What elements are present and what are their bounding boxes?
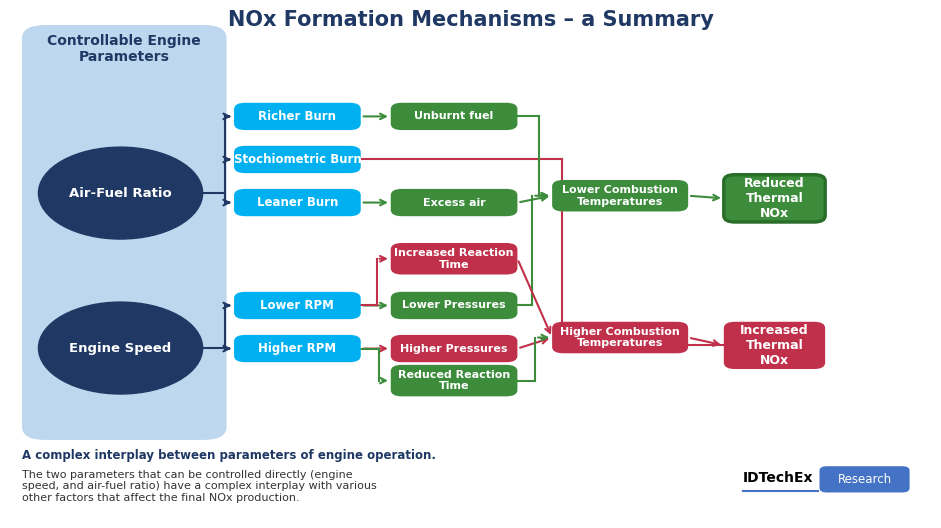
Text: Higher RPM: Higher RPM xyxy=(259,342,337,355)
Text: Higher Pressures: Higher Pressures xyxy=(400,344,508,354)
Text: Air-Fuel Ratio: Air-Fuel Ratio xyxy=(70,186,172,200)
Text: Unburnt fuel: Unburnt fuel xyxy=(414,111,494,121)
Text: Richer Burn: Richer Burn xyxy=(259,110,336,123)
FancyBboxPatch shape xyxy=(820,466,910,493)
Text: Engine Speed: Engine Speed xyxy=(70,342,171,354)
Text: IDTechEx: IDTechEx xyxy=(742,472,813,485)
Text: Reduced Reaction
Time: Reduced Reaction Time xyxy=(398,370,510,391)
Text: A complex interplay between parameters of engine operation.: A complex interplay between parameters o… xyxy=(22,449,436,462)
FancyBboxPatch shape xyxy=(234,335,360,362)
Text: Lower Combustion
Temperatures: Lower Combustion Temperatures xyxy=(562,185,678,206)
FancyBboxPatch shape xyxy=(22,25,227,440)
FancyBboxPatch shape xyxy=(391,243,518,275)
Text: Increased Reaction
Time: Increased Reaction Time xyxy=(394,248,514,270)
Ellipse shape xyxy=(39,302,202,394)
FancyBboxPatch shape xyxy=(234,292,360,319)
Text: Stochiometric Burn: Stochiometric Burn xyxy=(233,153,361,166)
Text: Lower RPM: Lower RPM xyxy=(261,299,334,312)
Text: Research: Research xyxy=(837,473,892,486)
Text: Leaner Burn: Leaner Burn xyxy=(257,196,338,209)
FancyBboxPatch shape xyxy=(552,322,688,353)
FancyBboxPatch shape xyxy=(391,189,518,216)
FancyBboxPatch shape xyxy=(552,180,688,212)
FancyBboxPatch shape xyxy=(234,146,360,173)
FancyBboxPatch shape xyxy=(391,365,518,397)
Text: Increased
Thermal
NOx: Increased Thermal NOx xyxy=(741,324,809,367)
Ellipse shape xyxy=(39,147,202,239)
FancyBboxPatch shape xyxy=(724,175,825,222)
FancyBboxPatch shape xyxy=(391,292,518,319)
Text: The two parameters that can be controlled directly (engine
speed, and air-fuel r: The two parameters that can be controlle… xyxy=(22,470,376,503)
FancyBboxPatch shape xyxy=(724,322,825,369)
FancyBboxPatch shape xyxy=(391,335,518,362)
FancyBboxPatch shape xyxy=(234,103,360,130)
Text: Higher Combustion
Temperatures: Higher Combustion Temperatures xyxy=(560,327,680,348)
Text: Lower Pressures: Lower Pressures xyxy=(402,300,506,310)
Text: Excess air: Excess air xyxy=(423,197,486,208)
Text: NOx Formation Mechanisms – a Summary: NOx Formation Mechanisms – a Summary xyxy=(228,10,713,30)
FancyBboxPatch shape xyxy=(234,189,360,216)
Text: Reduced
Thermal
NOx: Reduced Thermal NOx xyxy=(744,177,805,220)
FancyBboxPatch shape xyxy=(391,103,518,130)
Text: Controllable Engine
Parameters: Controllable Engine Parameters xyxy=(47,34,201,64)
